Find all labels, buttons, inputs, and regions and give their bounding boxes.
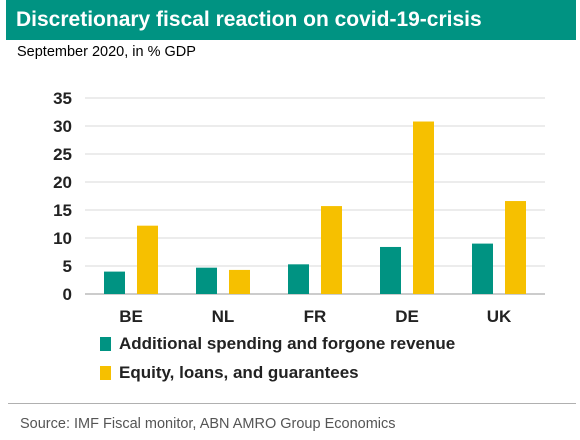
- y-tick-label: 0: [63, 285, 72, 304]
- x-tick-label: DE: [395, 307, 419, 326]
- legend-swatch-series-1: [100, 337, 111, 351]
- y-tick-label: 15: [53, 201, 72, 220]
- bar-2: [137, 225, 158, 294]
- x-tick-label: NL: [212, 307, 235, 326]
- chart-title: Discretionary fiscal reaction on covid-1…: [6, 0, 576, 40]
- x-tick-label: BE: [119, 307, 143, 326]
- bar-2: [413, 121, 434, 295]
- y-tick-label: 30: [53, 117, 72, 136]
- chart-subtitle: September 2020, in % GDP: [17, 44, 196, 60]
- bar-1: [104, 271, 125, 294]
- bar-1: [472, 243, 493, 294]
- bar-chart: 0 5 10 15 20 25 30 35 BE NL FR DE UK: [53, 89, 545, 326]
- footer-divider: [8, 403, 576, 404]
- y-tick-label: 20: [53, 173, 72, 192]
- y-tick-label: 25: [53, 145, 72, 164]
- legend-item-series-1: Additional spending and forgone revenue: [100, 333, 455, 355]
- y-tick-label: 5: [63, 257, 72, 276]
- bar-1: [196, 267, 217, 294]
- source-note: Source: IMF Fiscal monitor, ABN AMRO Gro…: [20, 416, 396, 432]
- bar-1: [288, 264, 309, 294]
- legend-item-series-2: Equity, loans, and guarantees: [100, 362, 359, 384]
- bar-2: [505, 201, 526, 294]
- legend-label-series-2: Equity, loans, and guarantees: [119, 363, 359, 382]
- bar-2: [229, 269, 250, 294]
- x-tick-label: FR: [304, 307, 327, 326]
- bar-2: [321, 206, 342, 294]
- y-tick-label: 35: [53, 89, 72, 108]
- bar-1: [380, 246, 401, 294]
- legend-swatch-series-2: [100, 366, 111, 380]
- x-tick-label: UK: [487, 307, 512, 326]
- legend-label-series-1: Additional spending and forgone revenue: [119, 334, 456, 353]
- y-tick-label: 10: [53, 229, 72, 248]
